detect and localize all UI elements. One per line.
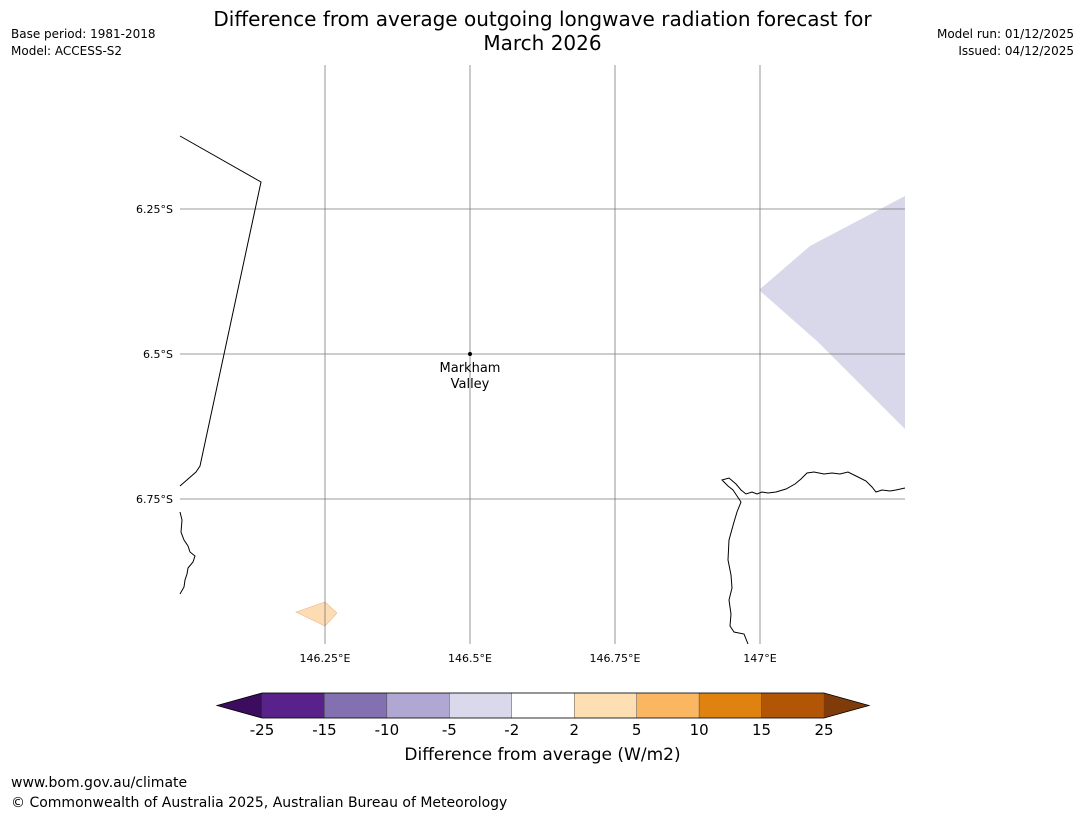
colorbar-cell bbox=[574, 692, 637, 719]
footer-copyright: © Commonwealth of Australia 2025, Austra… bbox=[11, 795, 508, 811]
colorbar-tick-label: -5 bbox=[442, 721, 457, 739]
negative-anomaly-region bbox=[759, 196, 905, 429]
title-line-1: Difference from average outgoing longwav… bbox=[213, 7, 872, 31]
colorbar-tick-label: 10 bbox=[690, 721, 709, 739]
model-name: Model: ACCESS-S2 bbox=[11, 44, 123, 58]
colorbar-cell bbox=[449, 692, 512, 719]
place-marker bbox=[468, 352, 472, 356]
lon-label-146-75: 146.75°E bbox=[590, 652, 641, 665]
colorbar-outline bbox=[215, 692, 871, 719]
colorbar-tick-label: 2 bbox=[569, 721, 579, 739]
lat-label-6-75: 6.75°S bbox=[136, 493, 173, 506]
base-period: Base period: 1981-2018 bbox=[11, 27, 156, 41]
colorbar-cell bbox=[386, 692, 450, 719]
issue-info: Model run: 01/12/2025 Issued: 04/12/2025 bbox=[937, 26, 1074, 60]
colorbar-cell bbox=[761, 692, 825, 719]
lon-label-146-25: 146.25°E bbox=[300, 652, 351, 665]
lon-label-147: 147°E bbox=[743, 652, 776, 665]
colorbar-tick-label: -10 bbox=[375, 721, 400, 739]
colorbar-label: Difference from average (W/m2) bbox=[404, 745, 681, 765]
model-run: Model run: 01/12/2025 bbox=[936, 27, 1074, 41]
province-boundary bbox=[179, 135, 262, 487]
issued-date: Issued: 04/12/2025 bbox=[958, 44, 1074, 58]
place-name-line-2: Valley bbox=[451, 377, 490, 392]
place-name-line-1: Markham bbox=[440, 361, 501, 376]
colorbar-cell bbox=[511, 692, 575, 719]
coastline-east bbox=[721, 471, 906, 645]
colorbar-extend-low bbox=[217, 693, 262, 718]
coastline-west bbox=[179, 511, 196, 595]
colorbar-cell bbox=[698, 692, 762, 719]
model-info: Base period: 1981-2018 Model: ACCESS-S2 bbox=[11, 26, 156, 60]
colorbar-cell bbox=[261, 692, 325, 719]
positive-anomaly-region bbox=[295, 601, 338, 627]
lon-label-146-5: 146.5°E bbox=[448, 652, 492, 665]
colorbar-cell bbox=[636, 692, 700, 719]
footer-url[interactable]: www.bom.gov.au/climate bbox=[11, 775, 188, 791]
colorbar-extend-high bbox=[824, 693, 869, 718]
lat-label-6-25: 6.25°S bbox=[136, 203, 173, 216]
title-line-2: March 2026 bbox=[483, 31, 602, 55]
lat-label-6-5: 6.5°S bbox=[143, 348, 173, 361]
colorbar-tick-label: 5 bbox=[632, 721, 642, 739]
map-title: Difference from average outgoing longwav… bbox=[180, 7, 905, 55]
colorbar-tick-label: 15 bbox=[752, 721, 771, 739]
colorbar-tick-label: 25 bbox=[814, 721, 833, 739]
colorbar-tick-label: -15 bbox=[312, 721, 337, 739]
colorbar-cell bbox=[324, 692, 388, 719]
colorbar-tick-label: -2 bbox=[504, 721, 519, 739]
colorbar-tick-label: -25 bbox=[250, 721, 275, 739]
